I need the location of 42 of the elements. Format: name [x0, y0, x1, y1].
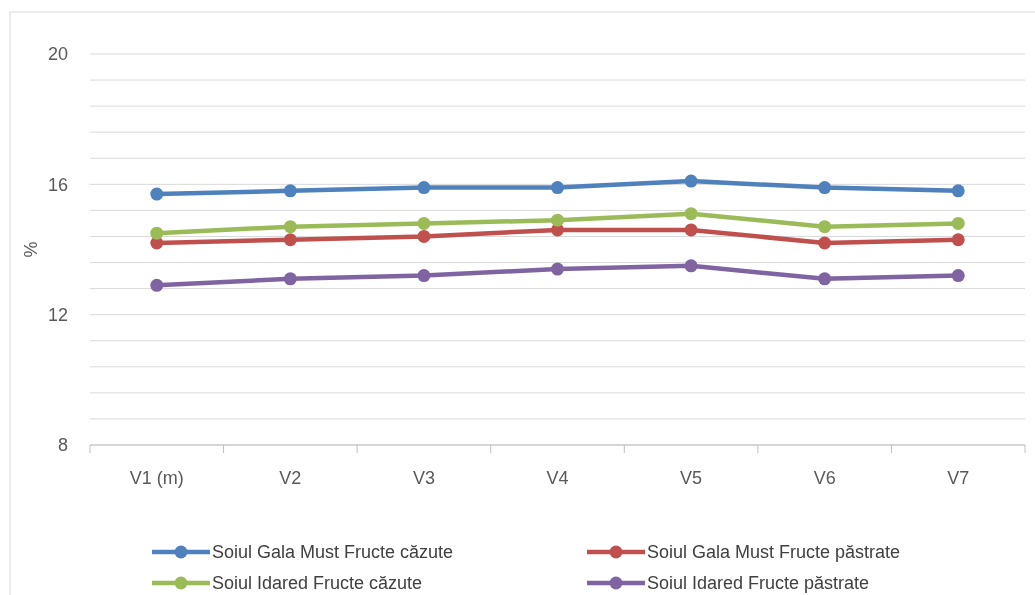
point	[818, 181, 832, 195]
point	[951, 269, 965, 283]
point	[818, 236, 832, 250]
point	[283, 272, 297, 286]
point	[150, 226, 164, 240]
point	[684, 223, 698, 237]
point	[551, 213, 564, 227]
point	[150, 278, 164, 292]
x-tick-label: V7	[947, 468, 970, 489]
y-tick-label: 8	[57, 435, 68, 456]
point	[684, 174, 698, 188]
x-tick-label: V4	[546, 468, 569, 489]
x-tick-label: V2	[279, 468, 302, 489]
point	[551, 262, 564, 276]
y-tick-label: 16	[47, 174, 68, 195]
point	[951, 216, 965, 230]
point	[818, 220, 832, 234]
point	[417, 216, 431, 230]
legend-label: Soiul Gala Must Fructe păstrate	[647, 542, 901, 563]
point	[951, 184, 965, 198]
point	[684, 259, 698, 273]
point	[417, 181, 431, 195]
point	[417, 229, 431, 243]
point	[551, 181, 564, 195]
y-axis-title: %	[21, 241, 42, 258]
point	[818, 272, 832, 286]
x-tick-label: V6	[813, 468, 836, 489]
point	[684, 207, 698, 221]
point	[283, 220, 297, 234]
point	[150, 187, 164, 201]
legend-label: Soiul Idared Fructe păstrate	[647, 573, 870, 594]
x-tick-label: V1 (m)	[129, 468, 184, 489]
x-tick-label: V5	[680, 468, 703, 489]
legend-label: Soiul Gala Must Fructe căzute	[212, 542, 454, 563]
x-tick-label: V3	[412, 468, 435, 489]
point	[283, 184, 297, 198]
y-tick-label: 20	[47, 44, 68, 65]
point	[283, 233, 297, 247]
point	[951, 233, 965, 247]
y-tick-label: 12	[47, 304, 68, 325]
legend-label: Soiul Idared Fructe căzute	[212, 573, 423, 594]
point	[417, 269, 431, 283]
